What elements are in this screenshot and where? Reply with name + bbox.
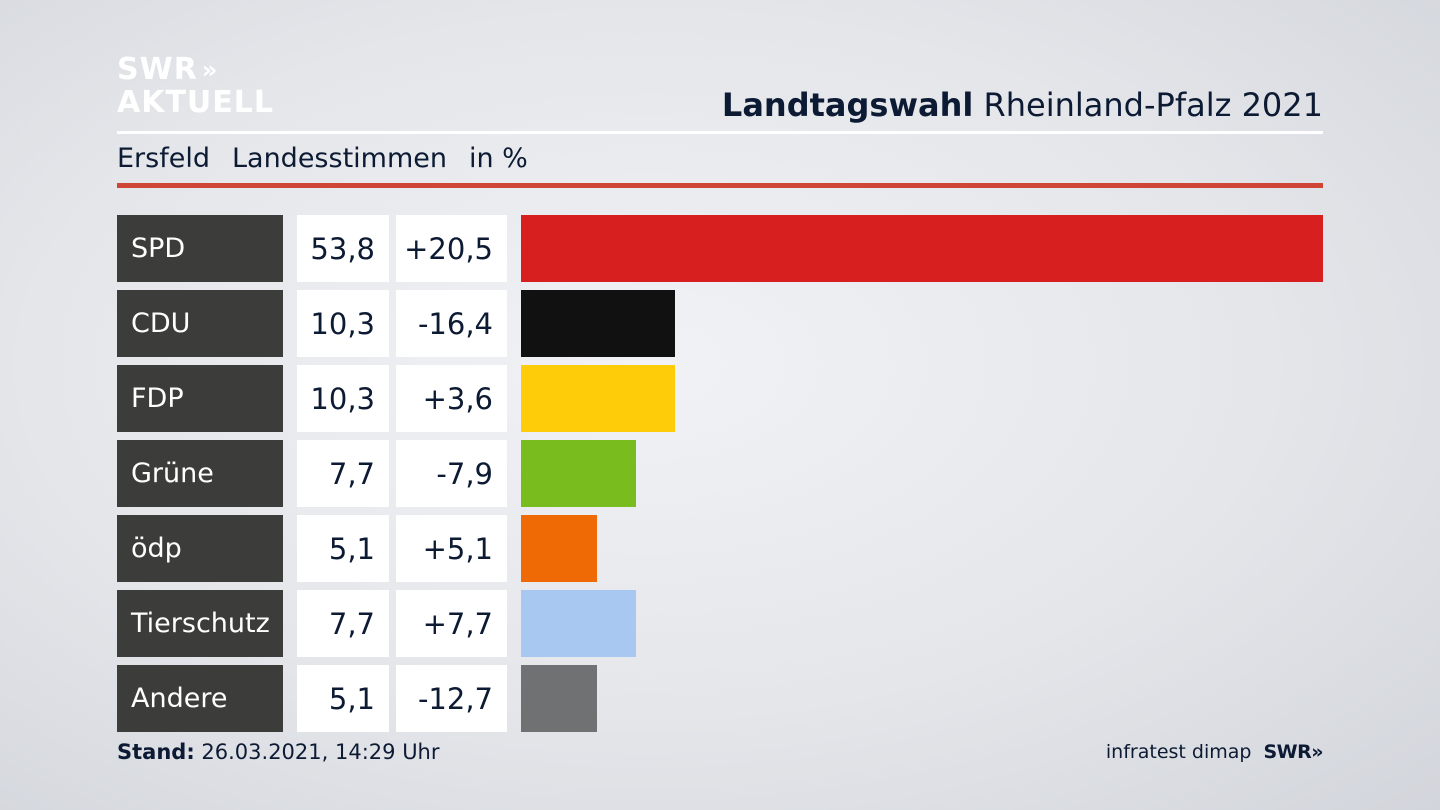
vote-change-value: +20,5 [396, 215, 507, 282]
source-credit: infratest dimap SWR» [1105, 741, 1324, 763]
chart-row: FDP 10,3 +3,6 [117, 365, 1323, 432]
vote-share-value: 7,7 [297, 440, 389, 507]
title-bold: Landtagswahl [721, 86, 974, 124]
party-label: Andere [117, 665, 283, 732]
vote-change-value: +3,6 [396, 365, 507, 432]
swr-aktuell-logo: SWR » AKTUELL [117, 54, 274, 120]
title-rest: Rheinland-Pfalz 2021 [983, 86, 1323, 124]
result-bar [521, 515, 597, 582]
chart-row: Tierschutz 7,7 +7,7 [117, 590, 1323, 657]
page-title: Landtagswahl Rheinland-Pfalz 2021 [722, 86, 1323, 124]
party-label: ödp [117, 515, 283, 582]
chart-row: SPD 53,8 +20,5 [117, 215, 1323, 282]
subtitle-measure: Landesstimmen [231, 143, 447, 174]
timestamp: Stand: 26.03.2021, 14:29 Uhr [117, 740, 440, 764]
stand-value: 26.03.2021, 14:29 Uhr [201, 740, 440, 764]
result-bar [521, 590, 636, 657]
logo-swr-text: SWR [117, 52, 198, 87]
vote-change-value: +5,1 [396, 515, 507, 582]
result-bar [521, 440, 636, 507]
vote-share-value: 10,3 [297, 290, 389, 357]
vote-share-value: 53,8 [297, 215, 389, 282]
chart-row: CDU 10,3 -16,4 [117, 290, 1323, 357]
header-divider [117, 131, 1323, 134]
vote-share-value: 10,3 [297, 365, 389, 432]
vote-change-value: -16,4 [396, 290, 507, 357]
logo-line-swr: SWR » [117, 54, 274, 86]
vote-change-value: -7,9 [396, 440, 507, 507]
chart-row: Grüne 7,7 -7,9 [117, 440, 1323, 507]
chart-row: Andere 5,1 -12,7 [117, 665, 1323, 732]
vote-share-value: 7,7 [297, 590, 389, 657]
logo-aktuell-text: AKTUELL [117, 85, 275, 120]
vote-share-value: 5,1 [297, 515, 389, 582]
chevron-right-icon: » [201, 56, 217, 84]
result-bar [521, 365, 675, 432]
result-bar [521, 290, 675, 357]
result-bar [521, 215, 1323, 282]
subtitle-area: Ersfeld [117, 143, 210, 174]
subtitle-unit: in % [468, 143, 528, 174]
stand-label: Stand: [117, 740, 195, 764]
swr-small-logo: SWR» [1263, 741, 1323, 763]
vote-change-value: -12,7 [396, 665, 507, 732]
vote-share-value: 5,1 [297, 665, 389, 732]
vote-change-value: +7,7 [396, 590, 507, 657]
accent-divider [117, 183, 1323, 188]
party-label: FDP [117, 365, 283, 432]
chart-subtitle: Ersfeld Landesstimmen in % [117, 143, 528, 174]
party-label: SPD [117, 215, 283, 282]
result-bar [521, 665, 597, 732]
party-label: Tierschutz [117, 590, 283, 657]
party-label: CDU [117, 290, 283, 357]
party-label: Grüne [117, 440, 283, 507]
source-label: infratest dimap [1105, 741, 1252, 763]
chart-row: ödp 5,1 +5,1 [117, 515, 1323, 582]
